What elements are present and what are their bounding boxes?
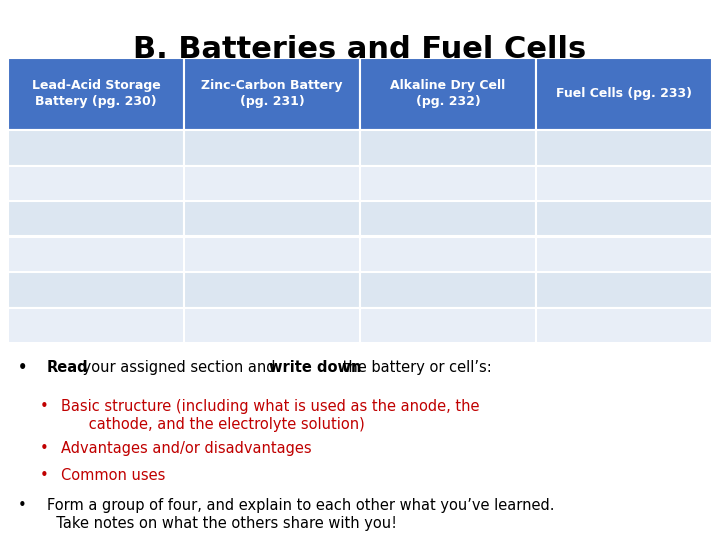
Text: Lead-Acid Storage
Battery (pg. 230): Lead-Acid Storage Battery (pg. 230) xyxy=(32,79,161,109)
Text: •: • xyxy=(18,360,27,375)
Bar xyxy=(184,201,360,237)
Bar xyxy=(360,58,536,130)
Text: •: • xyxy=(18,498,27,512)
Bar xyxy=(536,201,712,237)
Text: B. Batteries and Fuel Cells: B. Batteries and Fuel Cells xyxy=(133,35,587,64)
Text: Common uses: Common uses xyxy=(61,468,166,483)
Bar xyxy=(360,130,536,165)
Text: write down: write down xyxy=(269,360,361,375)
Bar xyxy=(536,307,712,343)
Text: Alkaline Dry Cell
(pg. 232): Alkaline Dry Cell (pg. 232) xyxy=(390,79,505,109)
Bar xyxy=(536,165,712,201)
Bar xyxy=(360,201,536,237)
Text: Form a group of four, and explain to each other what you’ve learned.
  Take note: Form a group of four, and explain to eac… xyxy=(47,498,554,531)
Text: Zinc-Carbon Battery
(pg. 231): Zinc-Carbon Battery (pg. 231) xyxy=(202,79,343,109)
Bar xyxy=(8,307,184,343)
Bar xyxy=(8,130,184,165)
Bar xyxy=(8,237,184,272)
Text: Basic structure (including what is used as the anode, the
      cathode, and the: Basic structure (including what is used … xyxy=(61,399,480,433)
Bar xyxy=(8,165,184,201)
Text: •: • xyxy=(40,399,48,414)
Bar xyxy=(8,201,184,237)
Text: the battery or cell’s:: the battery or cell’s: xyxy=(338,360,492,375)
Text: •: • xyxy=(40,468,48,483)
Bar xyxy=(360,272,536,307)
Text: Fuel Cells (pg. 233): Fuel Cells (pg. 233) xyxy=(556,87,692,100)
Bar xyxy=(8,58,184,130)
Bar xyxy=(536,58,712,130)
Text: your assigned section and: your assigned section and xyxy=(78,360,280,375)
Bar xyxy=(184,237,360,272)
Bar xyxy=(184,58,360,130)
Bar xyxy=(536,272,712,307)
Bar xyxy=(360,307,536,343)
Text: •: • xyxy=(40,441,48,456)
Bar xyxy=(184,130,360,165)
Bar xyxy=(184,165,360,201)
Bar xyxy=(360,165,536,201)
Text: Advantages and/or disadvantages: Advantages and/or disadvantages xyxy=(61,441,312,456)
Bar xyxy=(536,237,712,272)
Bar xyxy=(536,130,712,165)
Text: Read: Read xyxy=(47,360,89,375)
Bar xyxy=(184,307,360,343)
Bar xyxy=(8,272,184,307)
Bar xyxy=(184,272,360,307)
Bar xyxy=(360,237,536,272)
